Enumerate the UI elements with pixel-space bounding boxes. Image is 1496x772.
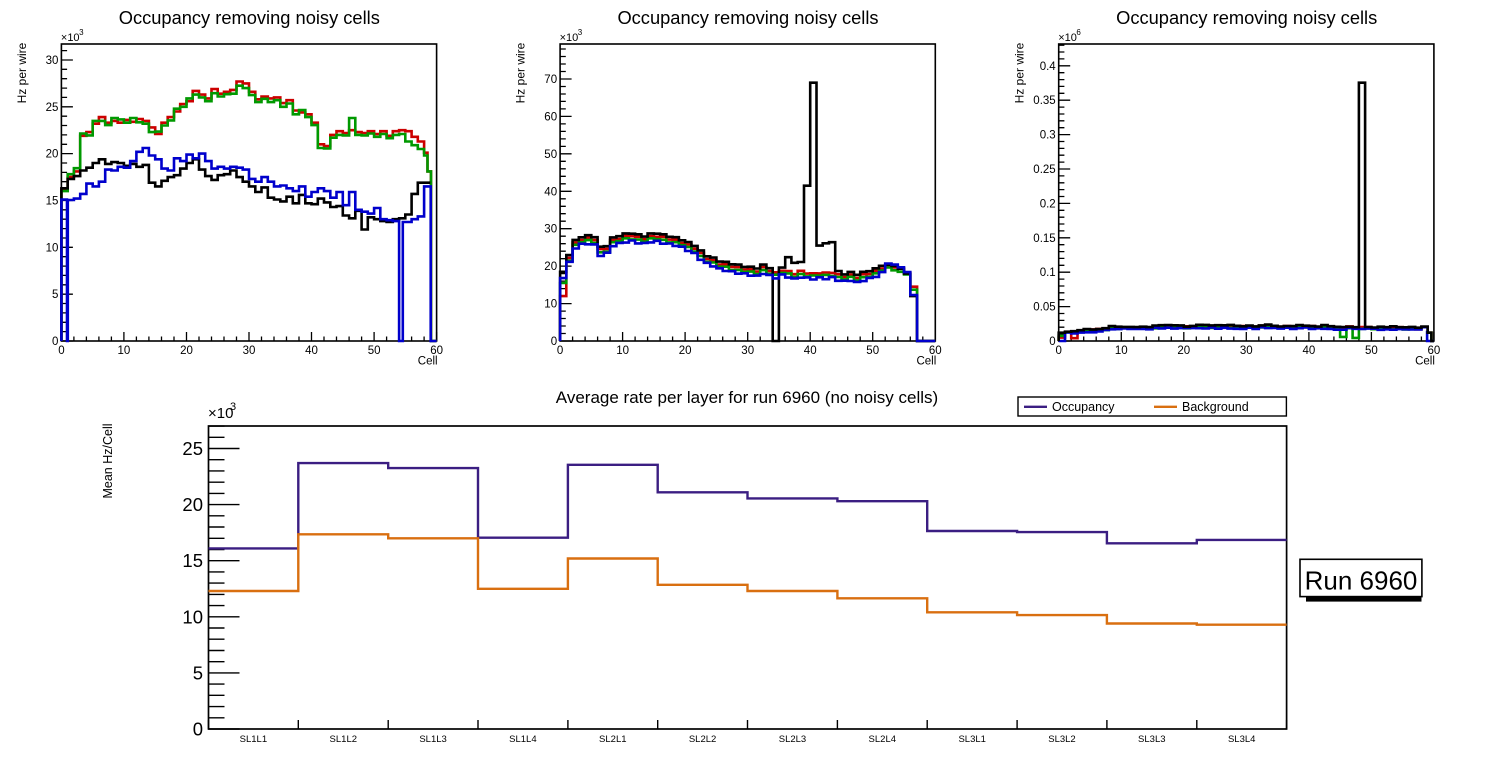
- svg-text:Cell: Cell: [916, 356, 936, 368]
- svg-text:0.3: 0.3: [1040, 130, 1056, 142]
- svg-text:50: 50: [368, 345, 381, 357]
- svg-text:×10: ×10: [560, 32, 579, 44]
- svg-text:0: 0: [52, 336, 58, 348]
- svg-text:Run 6960: Run 6960: [1305, 566, 1418, 596]
- svg-text:30: 30: [741, 345, 754, 357]
- svg-text:15: 15: [46, 196, 59, 208]
- svg-text:Background: Background: [1182, 400, 1249, 414]
- svg-text:40: 40: [1303, 345, 1316, 357]
- svg-text:×10: ×10: [1058, 32, 1077, 44]
- svg-text:0: 0: [1055, 345, 1061, 357]
- svg-text:10: 10: [118, 345, 131, 357]
- svg-text:0: 0: [557, 345, 563, 357]
- svg-text:30: 30: [46, 55, 59, 67]
- svg-text:3: 3: [230, 401, 236, 413]
- svg-text:50: 50: [1365, 345, 1378, 357]
- svg-text:20: 20: [180, 345, 193, 357]
- svg-text:SL2L3: SL2L3: [779, 734, 806, 745]
- svg-text:3: 3: [79, 28, 84, 37]
- svg-text:10: 10: [182, 606, 203, 627]
- svg-text:SL3L2: SL3L2: [1048, 734, 1075, 745]
- svg-text:Hz per wire: Hz per wire: [514, 42, 528, 103]
- svg-text:Occupancy removing noisy cells: Occupancy removing noisy cells: [617, 7, 878, 28]
- svg-text:SL2L4: SL2L4: [869, 734, 896, 745]
- svg-text:70: 70: [544, 74, 557, 86]
- svg-text:SL1L1: SL1L1: [240, 734, 267, 745]
- svg-text:50: 50: [866, 345, 879, 357]
- svg-text:Cell: Cell: [418, 356, 438, 368]
- svg-text:0.35: 0.35: [1033, 95, 1055, 107]
- svg-text:5: 5: [52, 289, 58, 301]
- svg-text:0.15: 0.15: [1033, 233, 1055, 245]
- svg-text:0: 0: [193, 719, 203, 740]
- svg-text:20: 20: [1177, 345, 1190, 357]
- svg-text:25: 25: [182, 438, 203, 459]
- svg-text:20: 20: [544, 261, 557, 273]
- svg-text:20: 20: [46, 149, 59, 161]
- svg-text:0.4: 0.4: [1040, 61, 1057, 73]
- svg-text:×10: ×10: [61, 32, 80, 44]
- svg-text:30: 30: [544, 224, 557, 236]
- svg-text:Cell: Cell: [1415, 356, 1435, 368]
- svg-text:SL1L2: SL1L2: [330, 734, 357, 745]
- svg-text:Average rate per layer for run: Average rate per layer for run 6960 (no …: [556, 388, 938, 407]
- svg-text:0: 0: [58, 345, 64, 357]
- svg-text:3: 3: [578, 28, 583, 37]
- svg-text:SL2L1: SL2L1: [599, 734, 626, 745]
- svg-text:20: 20: [679, 345, 692, 357]
- svg-text:SL3L4: SL3L4: [1228, 734, 1255, 745]
- svg-text:Occupancy removing noisy cells: Occupancy removing noisy cells: [1116, 7, 1377, 28]
- svg-text:10: 10: [544, 299, 557, 311]
- svg-text:SL1L3: SL1L3: [419, 734, 446, 745]
- svg-text:40: 40: [544, 186, 557, 198]
- svg-text:40: 40: [305, 345, 318, 357]
- svg-text:SL2L2: SL2L2: [689, 734, 716, 745]
- svg-text:30: 30: [243, 345, 256, 357]
- svg-text:60: 60: [430, 345, 443, 357]
- svg-text:Mean Hz/Cell: Mean Hz/Cell: [101, 423, 115, 498]
- svg-text:60: 60: [544, 111, 557, 123]
- svg-text:60: 60: [929, 345, 942, 357]
- svg-text:Hz per wire: Hz per wire: [15, 42, 29, 103]
- svg-text:×10: ×10: [208, 405, 233, 422]
- svg-text:6: 6: [1076, 28, 1081, 37]
- svg-text:20: 20: [182, 494, 203, 515]
- svg-text:Occupancy: Occupancy: [1052, 400, 1115, 414]
- svg-text:0: 0: [1049, 336, 1055, 348]
- svg-text:SL1L4: SL1L4: [509, 734, 536, 745]
- svg-text:0.1: 0.1: [1040, 267, 1056, 279]
- svg-text:Hz per wire: Hz per wire: [1012, 42, 1026, 103]
- svg-text:SL3L1: SL3L1: [958, 734, 985, 745]
- svg-text:15: 15: [182, 550, 203, 571]
- svg-text:5: 5: [193, 662, 203, 683]
- svg-text:0.05: 0.05: [1033, 302, 1055, 314]
- svg-text:10: 10: [616, 345, 629, 357]
- svg-text:10: 10: [46, 242, 59, 254]
- svg-text:40: 40: [804, 345, 817, 357]
- svg-text:25: 25: [46, 102, 59, 114]
- svg-text:Occupancy removing noisy cells: Occupancy removing noisy cells: [119, 7, 380, 28]
- svg-text:60: 60: [1428, 345, 1441, 357]
- svg-text:0: 0: [551, 336, 557, 348]
- svg-text:10: 10: [1115, 345, 1128, 357]
- svg-text:50: 50: [544, 149, 557, 161]
- svg-text:30: 30: [1240, 345, 1253, 357]
- svg-text:0.25: 0.25: [1033, 164, 1055, 176]
- svg-text:SL3L3: SL3L3: [1138, 734, 1165, 745]
- svg-text:0.2: 0.2: [1040, 198, 1056, 210]
